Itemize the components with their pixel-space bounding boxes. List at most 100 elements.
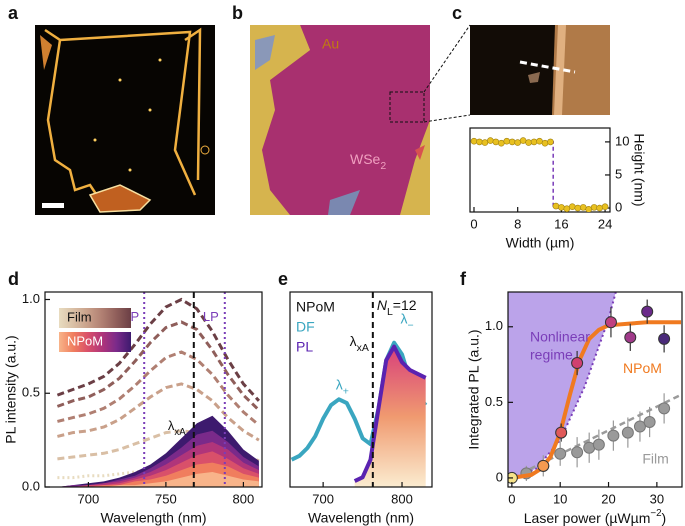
data-point xyxy=(525,139,532,146)
y-axis-label: Integrated PL (a.u.) xyxy=(466,329,482,449)
data-point xyxy=(552,202,560,210)
data-point xyxy=(607,429,620,442)
data-point xyxy=(487,137,494,144)
npom-spectrum xyxy=(57,472,259,487)
x-tick-label: 8 xyxy=(514,216,521,231)
plot-frame xyxy=(507,291,683,488)
text-part: + xyxy=(343,385,349,397)
data-point xyxy=(541,139,549,147)
data-point xyxy=(476,138,483,146)
text-part: −2 xyxy=(650,508,661,519)
y-tick-label: 0 xyxy=(615,199,622,214)
annotation: λ+ xyxy=(336,376,349,397)
data-point xyxy=(492,138,500,146)
x-tick-label: 24 xyxy=(598,216,612,231)
y-tick-label: 5 xyxy=(615,166,622,181)
panel-label: c xyxy=(452,3,462,23)
plot-frame xyxy=(469,127,611,213)
series-label: Film xyxy=(642,450,668,466)
data-point xyxy=(514,139,521,146)
text-part: xA xyxy=(174,427,186,438)
spectrum-line xyxy=(353,344,427,483)
y-tick-label: 1.0 xyxy=(485,318,503,333)
text-part: 2 xyxy=(380,160,386,172)
x-tick-label: 30 xyxy=(650,491,664,506)
x-tick-label: 20 xyxy=(601,491,615,506)
x-axis-label: Laser power (µWµm−2) xyxy=(524,508,666,526)
image-label: Au xyxy=(322,36,339,52)
plot-frame xyxy=(44,291,263,488)
data-point xyxy=(519,137,527,144)
x-tick-label: 750 xyxy=(155,491,177,506)
legend-swatch xyxy=(59,308,131,328)
data-point xyxy=(643,416,656,428)
text-part: λ xyxy=(168,418,175,433)
text-part: =12 xyxy=(393,297,417,313)
annotation: NL=12 xyxy=(377,297,417,318)
film-spectrum xyxy=(57,429,260,463)
y-axis-label: Height (nm) xyxy=(631,133,647,206)
y-tick-label: 1.0 xyxy=(22,291,40,306)
x-tick-label: 16 xyxy=(554,216,568,231)
data-point xyxy=(574,204,582,212)
legend-swatch xyxy=(59,332,131,352)
data-point xyxy=(554,447,567,460)
panel-label: d xyxy=(8,269,19,289)
data-point xyxy=(481,139,489,146)
text-part: λ xyxy=(400,310,407,326)
fit-line xyxy=(474,141,606,209)
data-point xyxy=(590,204,598,211)
data-point xyxy=(508,138,516,146)
micrograph-a xyxy=(35,25,215,215)
plot-area xyxy=(508,292,682,484)
text-part: − xyxy=(407,319,413,331)
data-point xyxy=(536,137,543,145)
data-point xyxy=(579,204,587,211)
film-spectrum xyxy=(57,350,260,427)
data-point xyxy=(555,426,568,439)
legend-label: NPoM xyxy=(67,333,103,348)
panel-label: b xyxy=(232,3,243,23)
data-point xyxy=(563,205,571,212)
region-label: Nonlinear xyxy=(530,329,590,345)
text-part: ) xyxy=(662,510,667,526)
y-tick-label: 0.0 xyxy=(22,478,40,493)
x-axis-label: Wavelength (nm) xyxy=(308,510,414,526)
data-point xyxy=(658,402,671,415)
y-axis-label: PL intensity (a.u.) xyxy=(3,335,19,443)
y-tick-label: 0.5 xyxy=(485,394,503,409)
panel-label: a xyxy=(8,3,19,23)
legend-title: NPoM xyxy=(296,299,335,315)
x-tick-label: 10 xyxy=(553,491,567,506)
panel-label: e xyxy=(278,269,288,289)
data-point xyxy=(624,331,637,344)
series-label: NPoM xyxy=(623,360,662,376)
annotation: λxA xyxy=(350,333,369,354)
x-tick-label: 800 xyxy=(233,491,255,506)
data-point xyxy=(601,203,609,211)
legend-label: Film xyxy=(67,309,92,324)
data-point xyxy=(571,357,584,370)
data-point xyxy=(641,305,654,318)
plot-area xyxy=(470,137,609,212)
micrograph-c xyxy=(470,25,610,115)
x-tick-label: 0 xyxy=(508,491,515,506)
y-tick-label: 0.5 xyxy=(22,385,40,400)
text-part: λ xyxy=(336,376,343,392)
y-tick-label: 0 xyxy=(496,469,503,484)
data-point xyxy=(537,459,550,472)
x-axis-label: Width (µm) xyxy=(506,235,575,251)
pl-area xyxy=(354,346,426,487)
data-point xyxy=(571,446,584,459)
data-point xyxy=(604,316,617,329)
film-spectrum xyxy=(56,320,260,412)
text-part: LP xyxy=(203,309,219,324)
text-part: WSe xyxy=(350,151,381,167)
annotation: λ− xyxy=(400,310,413,331)
image-label: WSe2 xyxy=(350,151,386,172)
x-axis-label: Wavelength (nm) xyxy=(100,510,206,526)
x-tick-label: 700 xyxy=(78,491,100,506)
data-point xyxy=(530,138,538,146)
data-point xyxy=(621,426,634,439)
